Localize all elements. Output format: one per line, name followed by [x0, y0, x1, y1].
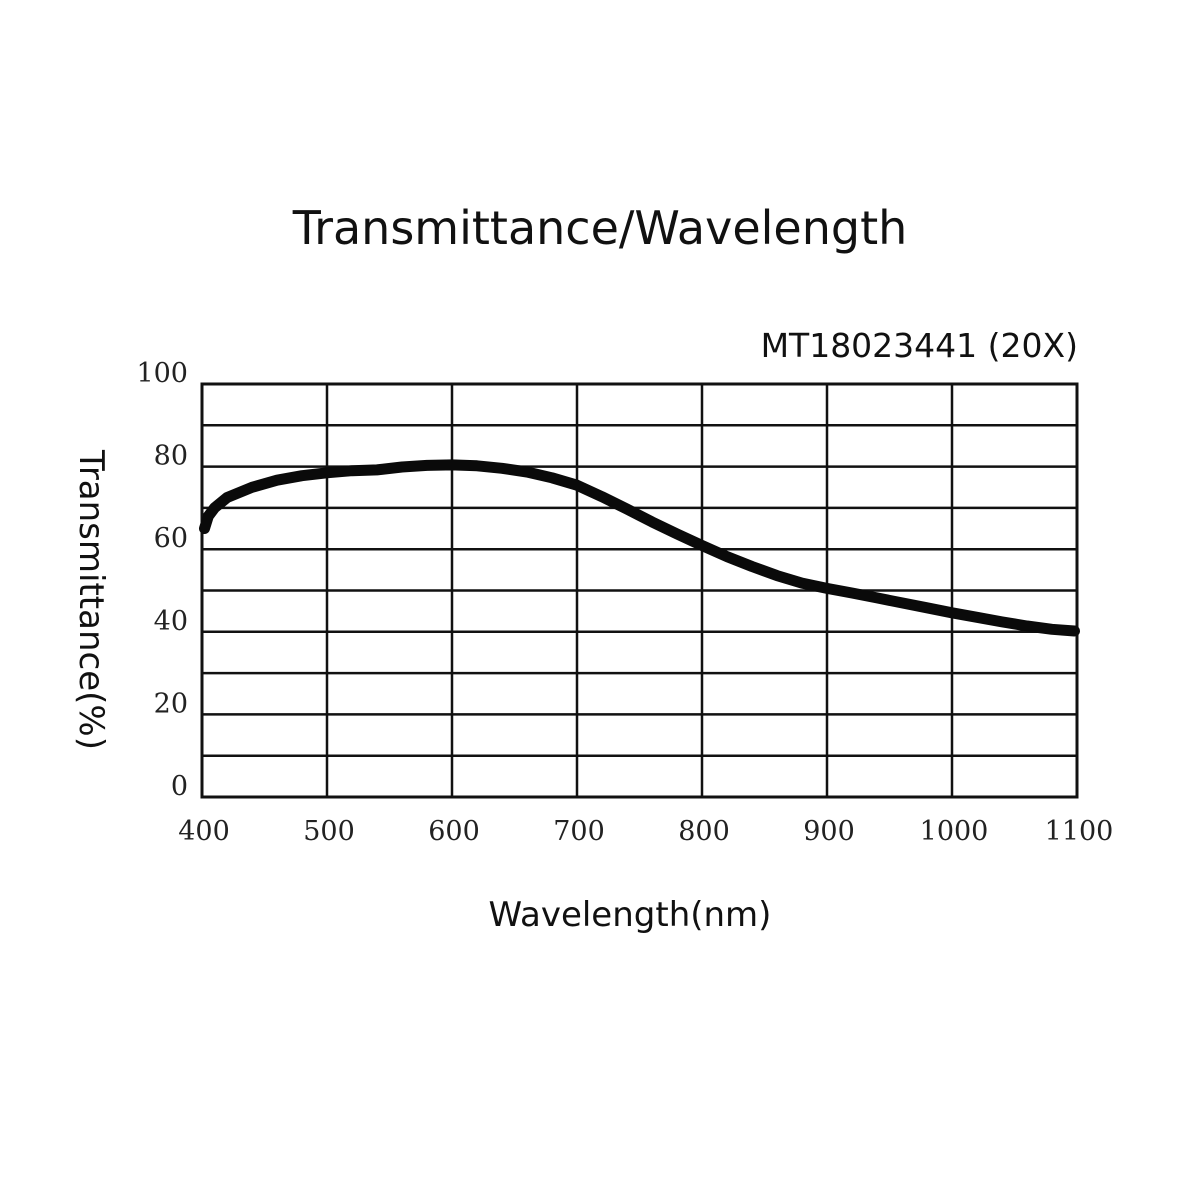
axis-ticks: 400 500 600 700 800 900 1000 1100 0 20 40 60 80 100 — [136, 358, 1113, 847]
chart-subtitle: MT18023441 (20X) — [761, 326, 1078, 365]
x-tick-label: 1100 — [1045, 816, 1114, 847]
y-axis-label: Transmittance(%) — [71, 449, 111, 750]
x-tick-label: 500 — [303, 816, 355, 847]
x-tick-label: 800 — [678, 816, 730, 847]
transmittance-curve — [199, 459, 1080, 637]
x-tick-label: 900 — [803, 816, 855, 847]
y-tick-label: 0 — [171, 771, 188, 802]
y-tick-label: 40 — [154, 606, 188, 637]
y-tick-label: 80 — [154, 441, 188, 472]
y-tick-label: 60 — [154, 523, 188, 554]
x-tick-label: 400 — [178, 816, 230, 847]
grid — [200, 382, 1079, 799]
x-tick-label: 700 — [553, 816, 605, 847]
y-tick-label: 100 — [136, 358, 188, 389]
x-tick-label: 1000 — [920, 816, 989, 847]
x-axis-label: Wavelength(nm) — [489, 895, 772, 935]
plot-frame — [200, 382, 1079, 799]
y-tick-label: 20 — [154, 688, 188, 719]
x-tick-label: 600 — [428, 816, 480, 847]
chart-title: Transmittance/Wavelength — [292, 201, 908, 255]
